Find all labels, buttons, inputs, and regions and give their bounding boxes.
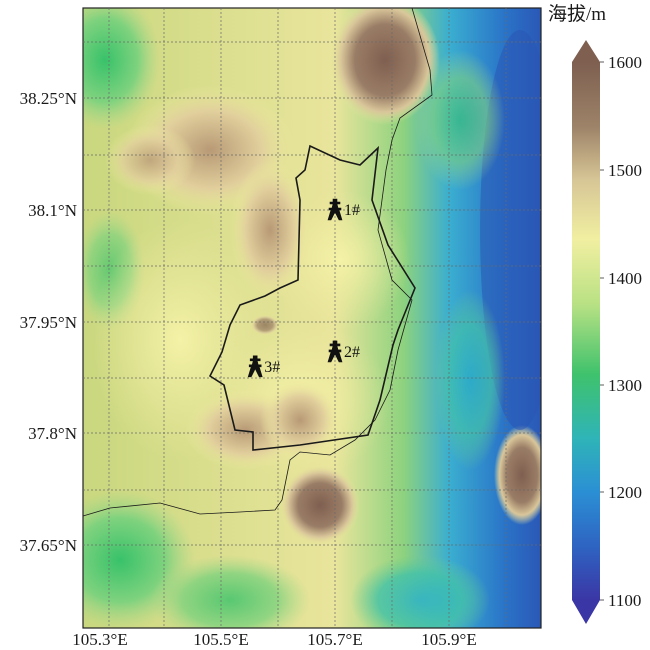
- stations-layer: 1# 2# 3#: [247, 198, 360, 378]
- colorbar-label: 1600: [608, 53, 642, 72]
- lat-tick-label: 37.95°N: [20, 313, 77, 332]
- station-marker: 1#: [327, 198, 360, 221]
- station-label: 2#: [344, 344, 360, 361]
- study-area-boundary: [208, 144, 416, 451]
- lon-axis-labels: 105.3°E 105.5°E 105.7°E 105.9°E: [72, 630, 476, 649]
- colorbar-title: 海拔/m: [548, 3, 606, 25]
- colorbar-top-arrow: [572, 40, 600, 62]
- colorbar-label: 1300: [608, 376, 642, 395]
- lat-tick-label: 37.8°N: [28, 424, 77, 443]
- station-marker: 3#: [247, 355, 280, 378]
- colorbar-label: 1100: [608, 591, 641, 610]
- lon-tick-label: 105.3°E: [72, 630, 127, 649]
- lat-tick-label: 37.65°N: [20, 536, 77, 555]
- admin-boundary-line: [82, 7, 433, 517]
- colorbar-label: 1500: [608, 161, 642, 180]
- transmission-tower-icon: [247, 355, 263, 378]
- map-frame: [82, 7, 542, 629]
- lat-tick-label: 38.25°N: [20, 89, 77, 108]
- terrain-layer: [83, 8, 541, 628]
- colorbar: 海拔/m 1600 1500 1400 1300 1200 1100: [548, 3, 642, 624]
- colorbar-bottom-arrow: [572, 600, 600, 624]
- gridlines: [83, 8, 541, 628]
- station-label: 3#: [264, 359, 280, 376]
- station-marker: 2#: [327, 340, 360, 363]
- transmission-tower-icon: [327, 340, 343, 363]
- station-label: 1#: [344, 202, 360, 219]
- lon-tick-label: 105.7°E: [307, 630, 362, 649]
- lat-tick-label: 38.1°N: [28, 201, 77, 220]
- lat-axis-labels: 38.25°N 38.1°N 37.95°N 37.8°N 37.65°N: [20, 89, 77, 555]
- lon-tick-label: 105.9°E: [421, 630, 476, 649]
- colorbar-gradient: [572, 62, 600, 600]
- transmission-tower-icon: [327, 198, 343, 221]
- lon-tick-label: 105.5°E: [193, 630, 248, 649]
- colorbar-label: 1200: [608, 483, 642, 502]
- colorbar-label: 1400: [608, 269, 642, 288]
